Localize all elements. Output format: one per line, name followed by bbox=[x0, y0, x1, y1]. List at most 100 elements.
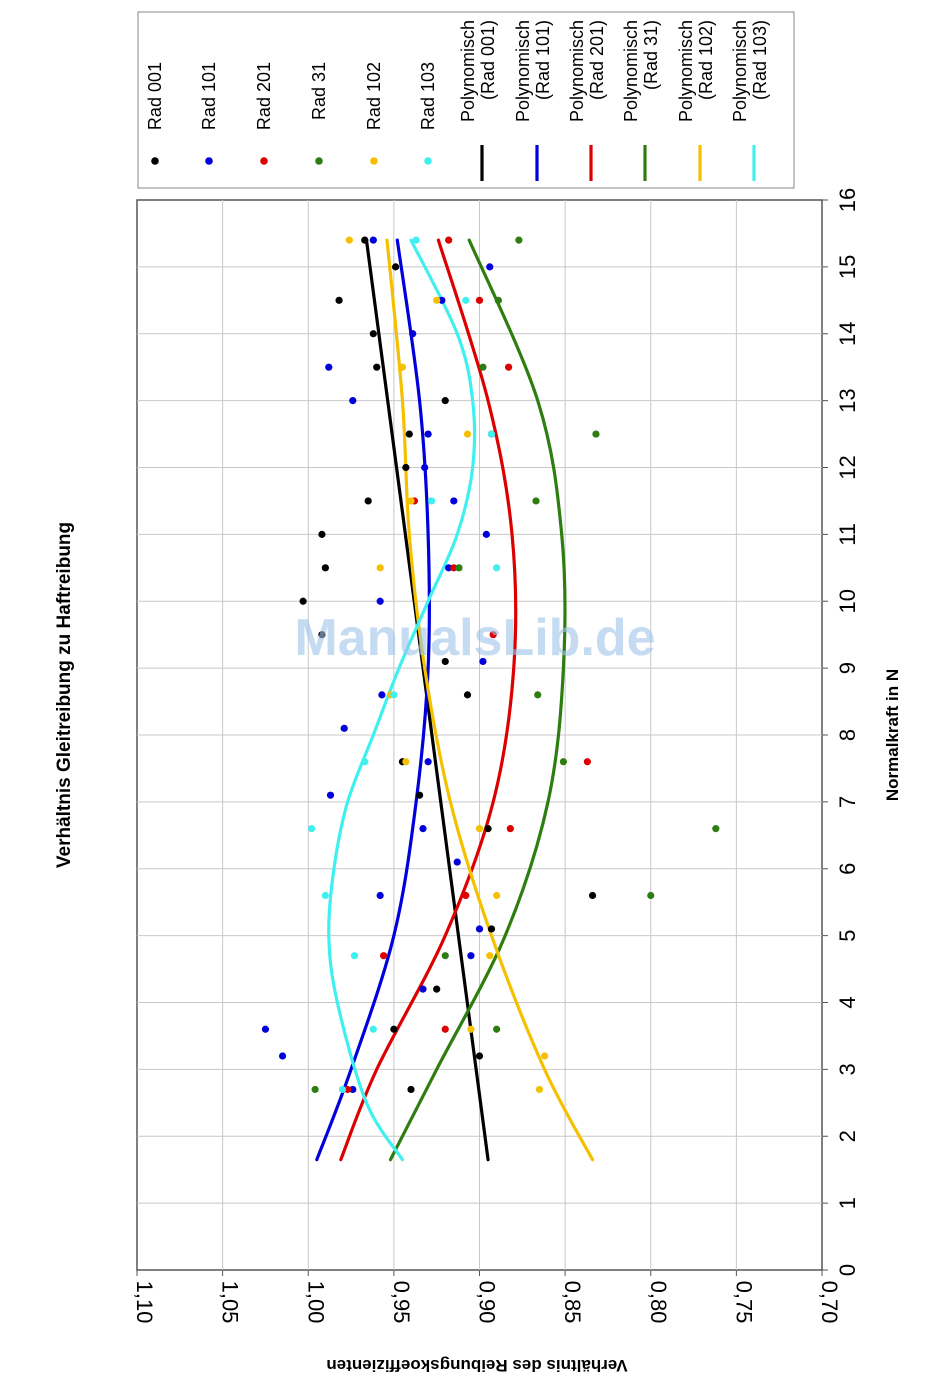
trend-line-polynomisch-rad-102 bbox=[385, 238, 595, 1162]
data-point-rad-201 bbox=[380, 952, 388, 960]
legend-marker-rad-31 bbox=[315, 157, 323, 165]
data-point-rad-001 bbox=[369, 330, 377, 338]
data-point-rad-101 bbox=[340, 724, 348, 732]
data-point-rad-31 bbox=[712, 825, 720, 833]
data-point-rad-001 bbox=[364, 497, 372, 505]
data-point-rad-31 bbox=[592, 430, 600, 438]
data-point-rad-101 bbox=[424, 430, 432, 438]
legend-label-rad-201: Rad 201 bbox=[254, 62, 274, 130]
x-tick-label: 1 bbox=[835, 1197, 860, 1209]
data-point-rad-101 bbox=[278, 1052, 287, 1060]
data-point-rad-101 bbox=[325, 363, 333, 371]
data-point-rad-201 bbox=[505, 363, 513, 371]
legend-marker-rad-201 bbox=[260, 157, 268, 165]
x-tick-label: 9 bbox=[835, 662, 860, 674]
data-point-rad-001 bbox=[588, 891, 597, 900]
y-tick-label: 0,90 bbox=[475, 1281, 500, 1324]
data-point-rad-101 bbox=[419, 985, 427, 993]
data-point-rad-101 bbox=[450, 497, 458, 505]
x-tick-label: 12 bbox=[835, 455, 860, 479]
x-tick-label: 6 bbox=[835, 863, 860, 875]
data-point-rad-001 bbox=[433, 985, 441, 993]
data-point-rad-31 bbox=[534, 691, 542, 699]
data-point-rad-31 bbox=[494, 296, 502, 304]
x-tick-label: 11 bbox=[835, 523, 860, 546]
y-tick-label: 0,80 bbox=[646, 1281, 671, 1324]
data-point-rad-001 bbox=[318, 631, 326, 639]
data-point-rad-103 bbox=[361, 758, 369, 766]
data-point-rad-101 bbox=[467, 952, 475, 960]
trend-line-polynomisch-rad-101 bbox=[315, 238, 432, 1162]
data-point-rad-31 bbox=[559, 758, 568, 766]
data-point-rad-001 bbox=[361, 236, 369, 244]
legend-marker-rad-102 bbox=[370, 157, 378, 165]
y-axis-ticks: 0,70 0,75 0,80 0,85 0,90 0,95 1,00 1,05 1,10 bbox=[132, 1270, 842, 1323]
data-point-rad-001 bbox=[475, 1052, 484, 1060]
x-tick-label: 16 bbox=[835, 188, 860, 212]
data-point-rad-201 bbox=[445, 236, 453, 244]
data-point-rad-201 bbox=[489, 631, 497, 639]
data-point-rad-201 bbox=[475, 296, 484, 304]
x-tick-label: 14 bbox=[835, 322, 860, 346]
data-point-rad-001 bbox=[463, 691, 472, 699]
data-point-rad-101 bbox=[419, 825, 427, 833]
legend-label-rad-001: Rad 001 bbox=[145, 62, 165, 130]
x-tick-label: 5 bbox=[835, 930, 860, 942]
data-point-rad-103 bbox=[369, 1025, 377, 1033]
data-point-rad-103 bbox=[493, 564, 501, 572]
data-point-rad-101 bbox=[349, 1085, 357, 1094]
x-tick-label: 10 bbox=[835, 589, 860, 613]
data-point-rad-101 bbox=[326, 791, 335, 799]
data-point-rad-103 bbox=[487, 430, 496, 438]
chart-title: Verhältnis Gleitreibung zu Haftreibung bbox=[54, 522, 75, 868]
data-point-rad-102 bbox=[463, 430, 472, 438]
data-point-rad-101 bbox=[409, 330, 417, 338]
data-point-rad-31 bbox=[311, 1085, 319, 1094]
data-point-rad-001 bbox=[391, 263, 400, 271]
legend-label-rad-101: Rad 101 bbox=[199, 62, 219, 130]
x-tick-label: 4 bbox=[835, 996, 860, 1008]
data-point-rad-201 bbox=[462, 891, 470, 900]
data-point-rad-001 bbox=[407, 1085, 415, 1094]
legend-label-rad-102: Rad 102 bbox=[364, 62, 384, 130]
data-point-rad-103 bbox=[390, 691, 398, 699]
data-point-rad-001 bbox=[405, 430, 413, 438]
legend-label-polynomisch-rad-001: Polynomisch(Rad 001) bbox=[458, 20, 498, 122]
data-point-rad-101 bbox=[479, 657, 487, 666]
grid bbox=[137, 200, 822, 1270]
data-point-rad-102 bbox=[407, 497, 415, 505]
trend-line-polynomisch-rad-201 bbox=[339, 238, 518, 1162]
data-point-rad-001 bbox=[402, 463, 410, 472]
y-tick-label: 0,95 bbox=[389, 1281, 414, 1324]
data-point-rad-001 bbox=[415, 791, 424, 799]
y-tick-label: 1,10 bbox=[132, 1281, 157, 1324]
data-point-rad-102 bbox=[467, 1025, 475, 1033]
data-points bbox=[261, 236, 720, 1094]
data-point-rad-101 bbox=[378, 691, 386, 699]
data-point-rad-001 bbox=[321, 564, 329, 572]
data-point-rad-31 bbox=[455, 564, 463, 572]
y-axis-label: Verhältnis des Reibungskoeffizienten bbox=[326, 1356, 627, 1375]
trend-line-polynomisch-rad-103 bbox=[327, 238, 477, 1162]
data-point-rad-102 bbox=[402, 758, 410, 766]
x-tick-label: 3 bbox=[835, 1063, 860, 1075]
data-point-rad-001 bbox=[441, 397, 449, 405]
data-point-rad-101 bbox=[376, 597, 384, 605]
data-point-rad-101 bbox=[376, 891, 384, 900]
legend-box bbox=[137, 11, 795, 189]
data-point-rad-102 bbox=[540, 1052, 549, 1060]
y-tick-label: 0,85 bbox=[560, 1281, 585, 1324]
y-tick-label: 1,05 bbox=[218, 1281, 243, 1324]
data-point-rad-001 bbox=[487, 925, 496, 933]
data-point-rad-102 bbox=[475, 825, 484, 833]
legend-label-polynomisch-rad-101: Polynomisch(Rad 101) bbox=[513, 20, 553, 122]
data-point-rad-101 bbox=[486, 263, 494, 271]
y-tick-label: 1,00 bbox=[303, 1281, 328, 1324]
data-point-rad-101 bbox=[261, 1025, 270, 1033]
data-point-rad-201 bbox=[583, 758, 591, 766]
x-tick-label: 7 bbox=[835, 796, 860, 808]
data-point-rad-101 bbox=[424, 758, 432, 766]
x-tick-label: 0 bbox=[835, 1264, 860, 1276]
